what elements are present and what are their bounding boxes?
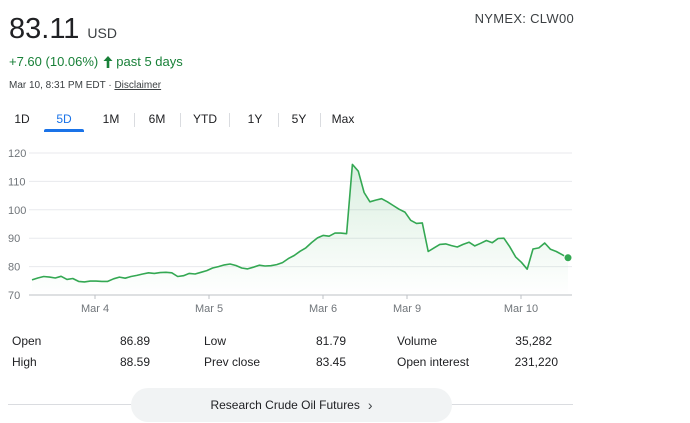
stats-table: Open 86.89 High 88.59 Low 81.79 Prev clo…: [0, 330, 580, 374]
stat-label-high: High: [12, 355, 37, 369]
disclaimer-link[interactable]: Disclaimer: [114, 80, 162, 91]
y-tick-label: 70: [8, 290, 20, 302]
stat-value-open-interest: 231,220: [514, 355, 558, 369]
stat-value-volume: 35,282: [515, 334, 552, 348]
y-tick-label: 90: [8, 233, 20, 245]
x-tick-label: Mar 6: [309, 303, 337, 315]
tab-divider: [278, 113, 279, 127]
last-price-point: [563, 253, 573, 263]
y-tick-label: 80: [8, 262, 20, 274]
ticker-symbol: NYMEX: CLW00: [474, 11, 574, 26]
x-tick-label: Mar 10: [504, 303, 538, 315]
chevron-right-icon: ›: [367, 397, 373, 413]
stat-label-volume: Volume: [397, 334, 438, 348]
tab-ytd[interactable]: YTD: [193, 112, 217, 126]
tab-divider: [134, 113, 135, 127]
price-change: +7.60 (10.06%) past 5 days: [9, 54, 183, 69]
price-value: 83.11: [9, 13, 80, 45]
currency-label: USD: [87, 25, 117, 41]
stat-value-high: 88.59: [119, 355, 150, 369]
meta-separator: ·: [108, 80, 112, 91]
range-tabs: 1D 5D 1M 6M YTD 1Y 5Y Max: [0, 108, 372, 132]
tab-divider: [320, 113, 321, 127]
tab-max[interactable]: Max: [331, 112, 355, 126]
stat-label-open: Open: [12, 334, 42, 348]
change-value: +7.60 (10.06%): [9, 54, 99, 69]
tab-divider: [229, 113, 230, 127]
x-tick-label: Mar 4: [81, 303, 109, 315]
tab-5d[interactable]: 5D: [56, 112, 72, 126]
y-tick-label: 110: [8, 176, 26, 188]
y-tick-label: 100: [8, 205, 26, 217]
tab-1y[interactable]: 1Y: [247, 112, 263, 126]
price-chart[interactable]: 120 110 100 90 80 70 Mar 4 Mar 5 Mar 6 Mar 9 Mar 1…: [0, 140, 590, 320]
research-button-label: Research Crude Oil Futures: [210, 398, 360, 412]
research-crude-oil-futures-button[interactable]: Research Crude Oil Futures ›: [131, 388, 452, 422]
tab-divider: [180, 113, 181, 127]
tab-1d[interactable]: 1D: [14, 112, 30, 126]
tab-1m[interactable]: 1M: [102, 112, 120, 126]
stat-value-low: 81.79: [315, 334, 346, 348]
stat-label-low: Low: [204, 334, 227, 348]
change-period: past 5 days: [116, 54, 183, 69]
quote-header: 83.11 USD: [9, 13, 117, 46]
arrow-up-icon: [103, 55, 113, 68]
timestamp: Mar 10, 8:31 PM EDT: [9, 80, 106, 91]
quote-meta: Mar 10, 8:31 PM EDT · Disclaimer: [9, 80, 161, 91]
y-tick-label: 120: [8, 148, 26, 160]
chart-area-fill: [32, 164, 568, 295]
x-tick-label: Mar 5: [195, 303, 223, 315]
stat-label-prev-close: Prev close: [204, 355, 261, 369]
stat-value-prev-close: 83.45: [315, 355, 346, 369]
tab-6m[interactable]: 6M: [148, 112, 166, 126]
stat-label-open-interest: Open interest: [397, 355, 470, 369]
stat-value-open: 86.89: [119, 334, 150, 348]
active-tab-indicator: [44, 129, 84, 132]
tab-5y[interactable]: 5Y: [291, 112, 307, 126]
chart-series-line: [31, 163, 569, 283]
x-tick-label: Mar 9: [393, 303, 421, 315]
